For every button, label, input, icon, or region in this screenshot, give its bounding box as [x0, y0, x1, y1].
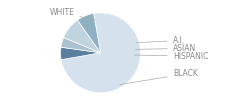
- Text: ASIAN: ASIAN: [136, 44, 196, 53]
- Text: A.I.: A.I.: [137, 36, 185, 45]
- Wedge shape: [61, 38, 101, 53]
- Wedge shape: [61, 13, 141, 93]
- Wedge shape: [64, 20, 101, 53]
- Text: BLACK: BLACK: [120, 69, 198, 85]
- Wedge shape: [60, 47, 101, 60]
- Wedge shape: [78, 13, 101, 53]
- Text: HISPANIC: HISPANIC: [134, 52, 208, 61]
- Text: WHITE: WHITE: [50, 8, 95, 20]
